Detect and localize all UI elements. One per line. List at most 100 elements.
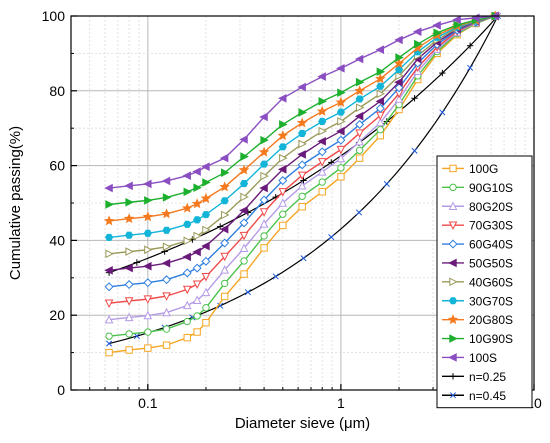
data-point [260, 244, 268, 252]
data-point [183, 333, 191, 342]
data-point [354, 54, 364, 64]
legend-label: 10G90S [469, 332, 513, 346]
data-point [219, 181, 230, 192]
legend-label: 30G70S [469, 294, 513, 308]
reference-point [272, 273, 279, 280]
data-point [376, 67, 386, 77]
data-point [142, 211, 154, 222]
data-point [317, 72, 326, 81]
series-line [109, 15, 496, 354]
data-point [125, 346, 133, 354]
data-point [239, 135, 248, 144]
data-point [183, 317, 191, 326]
series-line [109, 15, 496, 321]
series-line [109, 15, 496, 189]
legend-swatch-marker [449, 183, 457, 192]
data-point [335, 96, 347, 107]
data-point [105, 249, 114, 259]
data-point [355, 129, 364, 138]
data-point [143, 179, 152, 189]
series-line [109, 15, 496, 206]
reference-point [467, 64, 474, 71]
data-point [354, 85, 365, 96]
data-point [104, 183, 113, 193]
data-point [336, 108, 345, 116]
data-point [104, 314, 114, 324]
data-point [355, 77, 365, 87]
data-point [183, 187, 193, 197]
data-point [277, 130, 289, 141]
data-point [124, 297, 134, 306]
data-point [260, 171, 269, 181]
y-tick-label: 80 [49, 83, 65, 99]
data-point [336, 64, 345, 73]
data-point [162, 325, 171, 333]
data-point [354, 111, 364, 121]
data-point [259, 183, 268, 193]
series-line [109, 15, 496, 337]
data-point [193, 328, 201, 336]
legend-label: 70G30S [469, 219, 513, 233]
legend-swatch-marker [447, 314, 459, 325]
data-point [297, 82, 306, 92]
data-point [144, 328, 152, 336]
legend-label: 80G20S [469, 200, 513, 214]
legend-swatch-marker [448, 353, 457, 362]
data-point [193, 183, 202, 192]
data-point [393, 57, 405, 68]
data-point [260, 160, 269, 168]
legend-label: 90G10S [469, 181, 513, 195]
reference-point [383, 180, 390, 187]
data-point [220, 197, 229, 205]
legend-item-10G90S: 10G90S [442, 332, 513, 346]
legend-item-20G80S: 20G80S [442, 313, 513, 327]
legend-swatch-marker [448, 239, 458, 249]
data-point [355, 103, 365, 112]
data-point [376, 125, 385, 134]
data-point [143, 310, 153, 320]
x-tick-label: 1 [337, 395, 345, 411]
data-point [336, 126, 345, 136]
data-point [337, 88, 346, 97]
x-axis-label: Diameter sieve (μm) [235, 415, 370, 432]
data-point [123, 213, 135, 224]
data-point [298, 192, 306, 200]
data-point [355, 136, 364, 146]
legend-swatch-marker [448, 297, 458, 305]
legend-label: n=0.45 [469, 389, 506, 403]
legend-item-n=0.45: n=0.45 [442, 389, 506, 403]
data-point [375, 103, 385, 113]
data-point [318, 188, 326, 196]
series-10G90S [105, 11, 501, 209]
reference-point [411, 95, 418, 102]
data-point [201, 162, 210, 172]
data-point [394, 94, 404, 103]
series-layer [103, 10, 502, 357]
legend-label: 100S [469, 351, 497, 365]
data-point [104, 299, 114, 309]
data-point [452, 15, 461, 25]
data-point [317, 167, 327, 176]
legend-swatch-marker [449, 164, 457, 173]
data-point [161, 258, 171, 268]
data-point [144, 245, 153, 255]
data-point [375, 45, 385, 54]
data-point [103, 215, 115, 226]
data-point [143, 295, 153, 304]
legend-item-100S: 100S [442, 351, 497, 365]
data-point [259, 112, 268, 122]
data-point [182, 300, 192, 310]
x-tick-label: 0.1 [138, 395, 158, 411]
data-point [279, 221, 287, 230]
data-point [278, 143, 287, 151]
data-point [278, 188, 288, 197]
data-point [201, 241, 210, 251]
y-axis-label: Cumulative passing(%) [7, 126, 24, 280]
data-point [104, 282, 114, 292]
reference-point [439, 69, 446, 77]
data-point [277, 165, 287, 174]
data-point [192, 263, 202, 273]
data-point [191, 198, 203, 209]
